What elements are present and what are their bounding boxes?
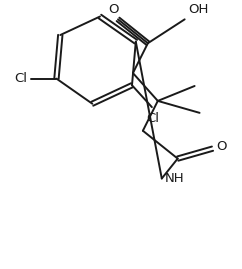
Text: O: O [217,140,227,153]
Text: Cl: Cl [146,112,159,125]
Text: NH: NH [165,172,184,185]
Text: Cl: Cl [15,72,28,85]
Text: OH: OH [189,3,209,16]
Text: O: O [108,3,118,16]
